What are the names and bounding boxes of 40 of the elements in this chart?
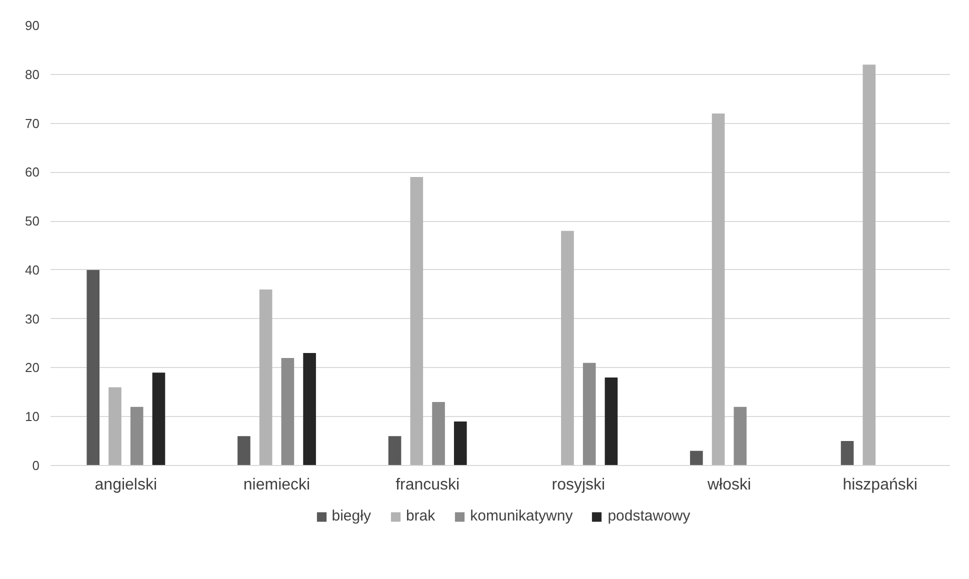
- bar: [152, 372, 166, 466]
- bar: [130, 406, 144, 466]
- bar: [582, 362, 596, 466]
- legend-label: podstawowy: [608, 508, 690, 524]
- y-tick-label: 30: [25, 311, 40, 326]
- x-tick-label: angielski: [94, 476, 158, 494]
- bar: [238, 436, 250, 466]
- legend-label: brak: [406, 508, 436, 524]
- bar: [734, 406, 747, 466]
- bar: [454, 422, 467, 466]
- y-tick-label: 80: [25, 66, 40, 82]
- bar: [561, 230, 574, 466]
- bar: [712, 114, 725, 466]
- x-tick-label: hiszpański: [842, 476, 918, 494]
- y-tick-label: 60: [25, 164, 40, 180]
- bar: [432, 402, 445, 466]
- y-tick-label: 90: [25, 18, 40, 33]
- bar: [604, 378, 618, 466]
- legend-label: komunikatywny: [470, 508, 573, 524]
- bar: [410, 177, 424, 466]
- y-tick-label: 50: [25, 214, 40, 229]
- legend-label: biegły: [332, 508, 371, 524]
- x-tick-label: francuski: [396, 476, 460, 494]
- bar: [840, 441, 854, 466]
- y-tick-label: 20: [25, 360, 40, 376]
- y-tick-label: 10: [25, 409, 40, 424]
- x-tick-label: niemiecki: [243, 476, 310, 494]
- bar: [303, 353, 316, 466]
- y-tick-label: 40: [25, 262, 40, 278]
- bar: [862, 64, 876, 466]
- y-tick-label: 70: [25, 116, 40, 131]
- x-tick-label: rosyjski: [552, 476, 606, 494]
- bar: [86, 270, 100, 466]
- bar: [281, 358, 294, 466]
- y-tick-label: 0: [32, 458, 40, 473]
- bar: [259, 290, 272, 466]
- bar: [108, 387, 122, 466]
- x-tick-label: włoski: [706, 476, 752, 494]
- bar: [690, 450, 703, 466]
- bar: [388, 436, 402, 466]
